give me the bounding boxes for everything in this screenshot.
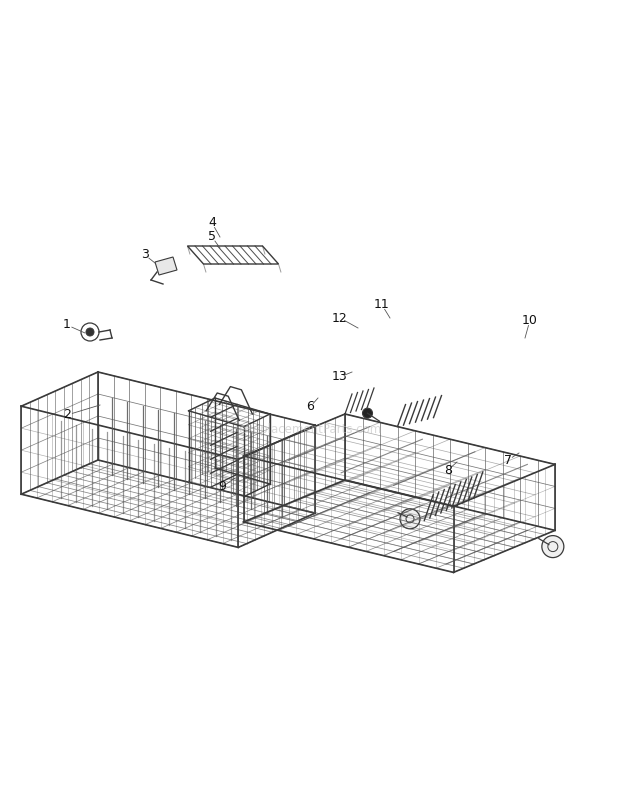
Polygon shape bbox=[155, 257, 177, 275]
Text: 12: 12 bbox=[332, 311, 348, 325]
Text: 9: 9 bbox=[218, 480, 226, 493]
Text: 6: 6 bbox=[306, 400, 314, 414]
Text: 3: 3 bbox=[141, 249, 149, 261]
Circle shape bbox=[542, 536, 564, 557]
Text: 1: 1 bbox=[63, 318, 71, 331]
Text: 4: 4 bbox=[208, 217, 216, 229]
Text: 7: 7 bbox=[504, 453, 512, 467]
Circle shape bbox=[363, 408, 373, 418]
Text: 10: 10 bbox=[522, 314, 538, 326]
Text: 13: 13 bbox=[332, 371, 348, 383]
Text: 11: 11 bbox=[374, 298, 390, 311]
Text: 5: 5 bbox=[208, 230, 216, 244]
Text: eReplacementParts.com: eReplacementParts.com bbox=[238, 423, 382, 436]
Text: 8: 8 bbox=[444, 464, 452, 476]
Circle shape bbox=[86, 328, 94, 336]
Circle shape bbox=[400, 508, 420, 529]
Text: 2: 2 bbox=[63, 408, 71, 422]
